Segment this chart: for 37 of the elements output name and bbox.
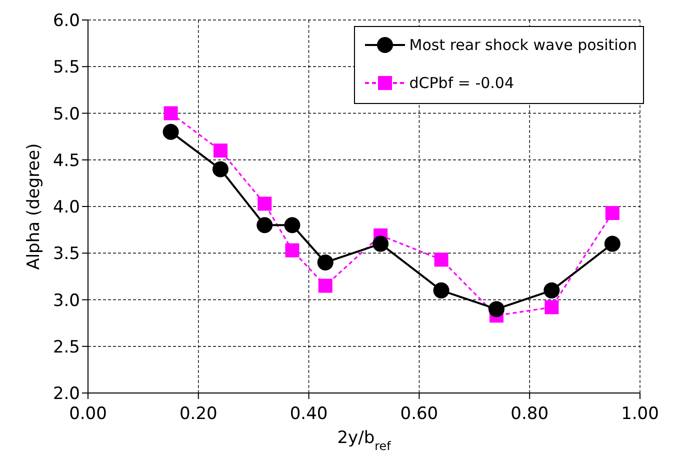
point [544, 300, 559, 314]
point [434, 252, 448, 267]
y-tick-label: 4.5 [52, 150, 80, 171]
x-tick-label: 0.80 [510, 404, 549, 424]
legend-label: dCPbf = -0.04 [409, 74, 514, 92]
y-tick-label: 3.5 [52, 244, 80, 264]
point [212, 161, 228, 178]
point [318, 278, 332, 293]
point [317, 254, 334, 270]
y-tick-label: 2.0 [52, 384, 80, 404]
y-tick-label: 5.0 [52, 104, 80, 124]
y-tick-label: 4.0 [52, 198, 80, 218]
point [544, 282, 560, 298]
point [213, 144, 228, 158]
point [256, 217, 273, 234]
x-tick-label: 0.20 [179, 404, 218, 424]
y-axis-title: Alpha (degree) [24, 143, 44, 270]
point [604, 236, 620, 252]
point [162, 124, 179, 140]
y-tick-label: 3.0 [52, 290, 80, 311]
point [488, 301, 504, 318]
x-tick-label: 1.00 [621, 404, 659, 424]
x-axis-title: 2y/b$_{ref}$ [337, 428, 392, 453]
x-tick-label: 0.40 [290, 404, 328, 424]
point [605, 206, 620, 220]
point [433, 282, 450, 298]
point [258, 196, 272, 211]
y-tick-label: 2.5 [52, 337, 80, 358]
point [285, 243, 300, 258]
y-tick-label: 5.5 [52, 58, 80, 78]
point [164, 106, 178, 120]
legend-label: Most rear shock wave position [409, 36, 637, 54]
point [372, 236, 389, 252]
point [284, 217, 300, 234]
x-tick-label: 0.60 [400, 404, 438, 424]
y-tick-label: 6.0 [52, 11, 80, 32]
x-tick-label: 0.00 [69, 404, 107, 424]
